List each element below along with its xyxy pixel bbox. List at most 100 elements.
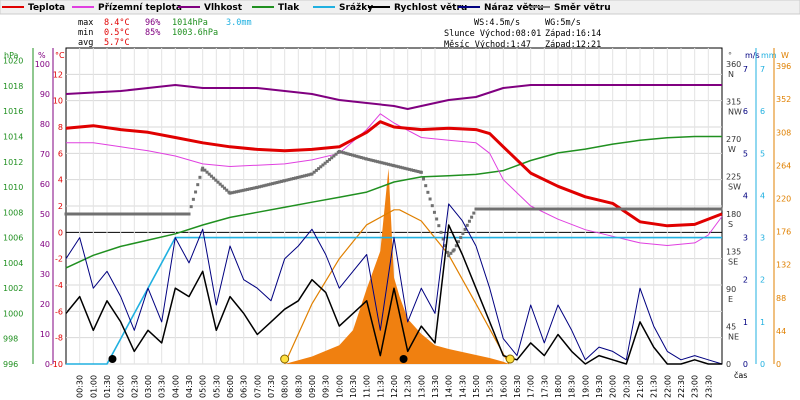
legend-label: Náraz větru — [484, 2, 544, 13]
pressure-tick: 1010 — [3, 183, 23, 192]
wind-dir-point — [483, 207, 487, 211]
wind-dir-point — [558, 207, 562, 211]
speed-tick: 1 — [743, 318, 748, 327]
wind-dir-point — [289, 177, 293, 181]
wind-dir-point — [674, 207, 678, 211]
dir-tick: NW — [728, 108, 742, 117]
wind-dir-point — [443, 244, 447, 248]
wind-dir-point — [447, 254, 451, 258]
wind-gust-stat: WG:5m/s — [545, 18, 581, 28]
speed-unit: m/s — [745, 51, 760, 60]
wind-dir-point — [357, 155, 361, 159]
wind-dir-point — [194, 190, 198, 194]
wind-dir-point — [104, 212, 108, 216]
wind-dir-point — [191, 197, 195, 201]
wind-dir-point — [201, 166, 205, 170]
wind-dir-point — [283, 179, 287, 183]
wind-dir-point — [228, 191, 232, 195]
wind-dir-point — [506, 207, 510, 211]
wind-dir-point — [66, 212, 70, 216]
time-tick: 09:00 — [308, 375, 317, 398]
wind-dir-point — [512, 207, 516, 211]
wind-dir-point — [617, 207, 621, 211]
wind-dir-point — [476, 207, 480, 211]
wind-dir-point — [537, 207, 541, 211]
dir-tick: SW — [728, 183, 741, 192]
wind-dir-point — [68, 212, 72, 216]
solar-tick: 220 — [776, 194, 791, 203]
wind-dir-point — [86, 212, 90, 216]
wind-dir-point — [523, 207, 527, 211]
humidity-tick: 100 — [35, 60, 50, 69]
wind-dir-point — [605, 207, 609, 211]
wind-dir-point — [136, 212, 140, 216]
wind-dir-point — [645, 207, 649, 211]
humidity-tick: 0 — [45, 360, 50, 369]
time-tick: 12:30 — [404, 375, 413, 398]
wind-dir-point — [653, 207, 657, 211]
time-tick: 16:00 — [499, 375, 508, 398]
wind-dir-point — [465, 223, 469, 227]
time-tick: 14:00 — [445, 375, 454, 398]
time-unit: čas — [734, 370, 747, 380]
time-tick: 23:00 — [691, 375, 700, 398]
wind-dir-point — [115, 212, 119, 216]
wind-dir-point — [533, 207, 537, 211]
wind-dir-point — [298, 175, 302, 179]
wind-dir-point — [307, 173, 311, 177]
wind-dir-point — [266, 183, 270, 187]
wind-dir-point — [504, 207, 508, 211]
solar-tick: 308 — [776, 128, 791, 137]
wind-dir-point — [245, 187, 249, 191]
rain-tick: 0 — [760, 360, 765, 369]
humidity-tick: 90 — [40, 90, 50, 99]
time-tick: 13:00 — [417, 375, 426, 398]
time-tick: 02:00 — [117, 375, 126, 398]
humidity-tick: 20 — [40, 300, 50, 309]
stat-value: max — [78, 18, 93, 28]
wind-dir-point — [273, 181, 277, 185]
time-tick: 00:30 — [76, 375, 85, 398]
wind-dir-point — [237, 189, 241, 193]
temp-tick: 4 — [58, 176, 63, 185]
wind-dir-point — [330, 156, 334, 160]
sunset-marker — [505, 354, 515, 364]
wind-dir-point — [660, 207, 664, 211]
wind-dir-point — [373, 159, 377, 163]
wind-dir-point — [359, 156, 363, 159]
legend-label: Směr větru — [554, 2, 611, 13]
time-tick: 12:00 — [390, 375, 399, 398]
stat-value: 1014hPa — [172, 18, 208, 28]
solar-unit: W — [781, 51, 789, 60]
stat-value: avg — [78, 38, 93, 48]
wind-dir-point — [378, 160, 382, 164]
dir-tick: S — [728, 220, 733, 229]
wind-speed-stat: WS:4.5m/s — [474, 18, 520, 28]
wind-dir-point — [143, 212, 147, 216]
solar-tick: 352 — [776, 95, 791, 104]
pressure-tick: 1020 — [3, 57, 23, 66]
wind-dir-point — [717, 207, 721, 211]
speed-tick: 5 — [743, 149, 748, 158]
wind-dir-point — [706, 207, 710, 211]
time-tick: 13:30 — [431, 375, 440, 398]
legend-label: Přízemní teplota — [98, 3, 182, 13]
wind-dir-point — [622, 207, 626, 211]
wind-dir-point — [599, 207, 603, 211]
wind-dir-point — [384, 162, 388, 166]
wind-dir-point — [214, 178, 218, 182]
sun-path-line — [284, 209, 510, 365]
wind-dir-point — [428, 197, 432, 201]
dir-tick: 315 — [726, 98, 741, 107]
wind-dir-point — [305, 173, 309, 177]
wind-dir-point — [407, 167, 411, 171]
wind-dir-point — [132, 212, 136, 216]
time-tick: 17:00 — [527, 375, 536, 398]
wind-dir-point — [401, 166, 405, 170]
pressure-tick: 1012 — [3, 158, 23, 167]
wind-dir-point — [611, 207, 615, 211]
speed-tick: 7 — [743, 65, 748, 74]
wind-dir-point — [348, 153, 352, 156]
solar-tick: 264 — [776, 161, 791, 170]
legend-label: Teplota — [28, 3, 65, 13]
